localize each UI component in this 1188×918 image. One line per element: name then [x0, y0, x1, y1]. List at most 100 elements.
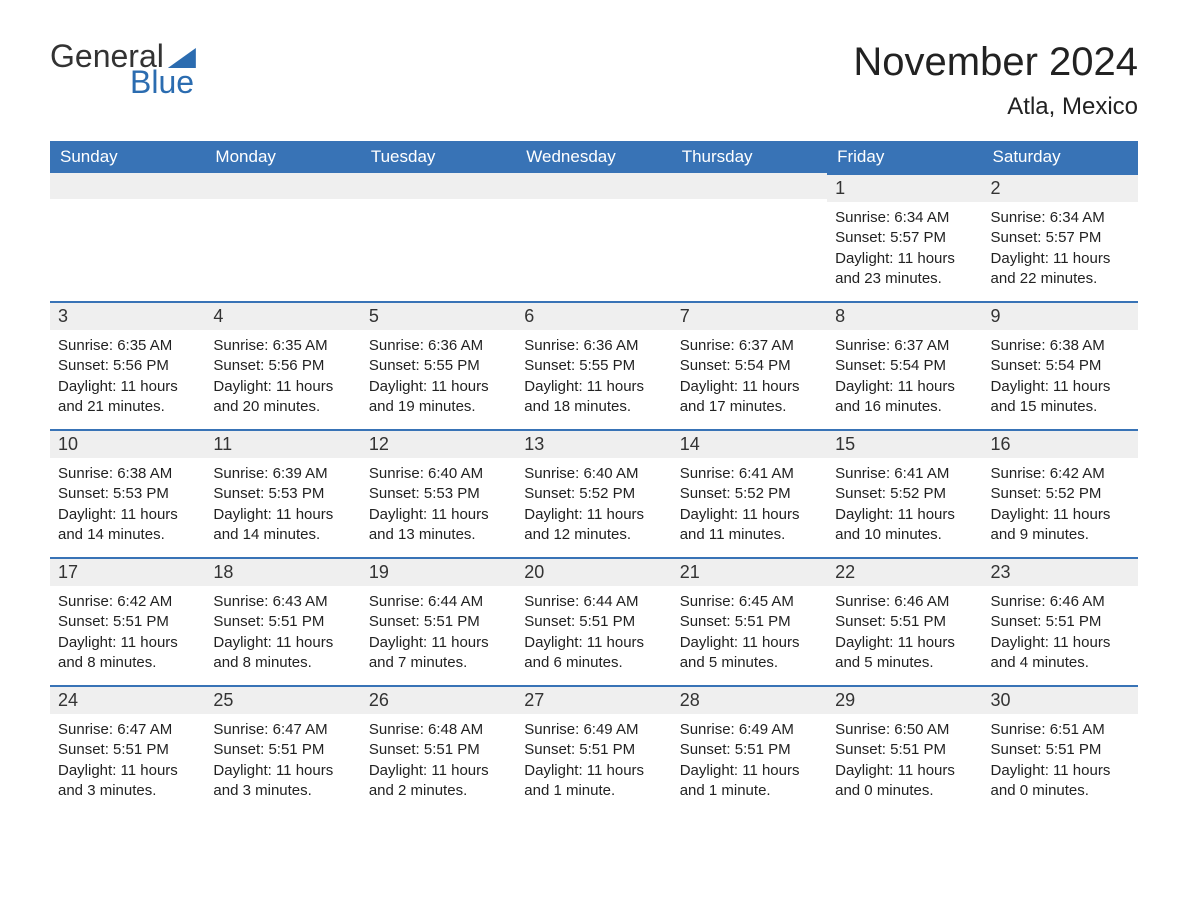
sunrise-text: Sunrise: 6:46 AM — [991, 592, 1130, 612]
day-number: 1 — [827, 173, 982, 202]
sunrise-text: Sunrise: 6:47 AM — [58, 720, 197, 740]
daylight-text: Daylight: 11 hours and 10 minutes. — [835, 505, 974, 546]
weekday-header: Sunday — [50, 141, 205, 173]
sunset-text: Sunset: 5:51 PM — [369, 612, 508, 632]
sunset-text: Sunset: 5:52 PM — [680, 484, 819, 504]
sunset-text: Sunset: 5:54 PM — [835, 356, 974, 376]
sunrise-text: Sunrise: 6:34 AM — [991, 208, 1130, 228]
sunrise-text: Sunrise: 6:35 AM — [213, 336, 352, 356]
calendar-cell: 27Sunrise: 6:49 AMSunset: 5:51 PMDayligh… — [516, 685, 671, 813]
day-details: Sunrise: 6:44 AMSunset: 5:51 PMDaylight:… — [361, 586, 516, 679]
day-details: Sunrise: 6:42 AMSunset: 5:52 PMDaylight:… — [983, 458, 1138, 551]
sunrise-text: Sunrise: 6:44 AM — [524, 592, 663, 612]
sunset-text: Sunset: 5:51 PM — [58, 612, 197, 632]
calendar-week-row: 3Sunrise: 6:35 AMSunset: 5:56 PMDaylight… — [50, 301, 1138, 429]
day-details: Sunrise: 6:44 AMSunset: 5:51 PMDaylight:… — [516, 586, 671, 679]
calendar-cell: 30Sunrise: 6:51 AMSunset: 5:51 PMDayligh… — [983, 685, 1138, 813]
sunrise-text: Sunrise: 6:51 AM — [991, 720, 1130, 740]
day-number: 25 — [205, 685, 360, 714]
sunrise-text: Sunrise: 6:34 AM — [835, 208, 974, 228]
calendar-cell — [361, 173, 516, 301]
day-details: Sunrise: 6:47 AMSunset: 5:51 PMDaylight:… — [50, 714, 205, 807]
day-details: Sunrise: 6:43 AMSunset: 5:51 PMDaylight:… — [205, 586, 360, 679]
day-number: 14 — [672, 429, 827, 458]
sunset-text: Sunset: 5:51 PM — [991, 740, 1130, 760]
sunrise-text: Sunrise: 6:37 AM — [835, 336, 974, 356]
sunset-text: Sunset: 5:54 PM — [991, 356, 1130, 376]
day-details: Sunrise: 6:40 AMSunset: 5:52 PMDaylight:… — [516, 458, 671, 551]
daylight-text: Daylight: 11 hours and 8 minutes. — [58, 633, 197, 674]
calendar-cell: 8Sunrise: 6:37 AMSunset: 5:54 PMDaylight… — [827, 301, 982, 429]
calendar-cell — [205, 173, 360, 301]
weekday-row: SundayMondayTuesdayWednesdayThursdayFrid… — [50, 141, 1138, 173]
day-number: 3 — [50, 301, 205, 330]
weekday-header: Saturday — [983, 141, 1138, 173]
daylight-text: Daylight: 11 hours and 21 minutes. — [58, 377, 197, 418]
day-details: Sunrise: 6:40 AMSunset: 5:53 PMDaylight:… — [361, 458, 516, 551]
day-number-empty — [50, 173, 205, 199]
logo-text-blue: Blue — [130, 66, 196, 98]
day-number: 27 — [516, 685, 671, 714]
daylight-text: Daylight: 11 hours and 17 minutes. — [680, 377, 819, 418]
sunset-text: Sunset: 5:51 PM — [213, 612, 352, 632]
sunrise-text: Sunrise: 6:41 AM — [835, 464, 974, 484]
day-number: 8 — [827, 301, 982, 330]
sunset-text: Sunset: 5:52 PM — [835, 484, 974, 504]
daylight-text: Daylight: 11 hours and 1 minute. — [680, 761, 819, 802]
daylight-text: Daylight: 11 hours and 18 minutes. — [524, 377, 663, 418]
daylight-text: Daylight: 11 hours and 20 minutes. — [213, 377, 352, 418]
calendar-body: 1Sunrise: 6:34 AMSunset: 5:57 PMDaylight… — [50, 173, 1138, 813]
sunset-text: Sunset: 5:51 PM — [680, 740, 819, 760]
day-number: 4 — [205, 301, 360, 330]
day-number: 11 — [205, 429, 360, 458]
calendar-cell: 1Sunrise: 6:34 AMSunset: 5:57 PMDaylight… — [827, 173, 982, 301]
sunset-text: Sunset: 5:55 PM — [369, 356, 508, 376]
day-number: 16 — [983, 429, 1138, 458]
daylight-text: Daylight: 11 hours and 3 minutes. — [58, 761, 197, 802]
sunrise-text: Sunrise: 6:40 AM — [369, 464, 508, 484]
calendar-cell: 24Sunrise: 6:47 AMSunset: 5:51 PMDayligh… — [50, 685, 205, 813]
day-details: Sunrise: 6:46 AMSunset: 5:51 PMDaylight:… — [983, 586, 1138, 679]
sunrise-text: Sunrise: 6:49 AM — [680, 720, 819, 740]
sunrise-text: Sunrise: 6:36 AM — [369, 336, 508, 356]
day-number-empty — [205, 173, 360, 199]
day-number: 10 — [50, 429, 205, 458]
sunset-text: Sunset: 5:54 PM — [680, 356, 819, 376]
day-details: Sunrise: 6:38 AMSunset: 5:54 PMDaylight:… — [983, 330, 1138, 423]
day-details: Sunrise: 6:45 AMSunset: 5:51 PMDaylight:… — [672, 586, 827, 679]
day-number: 2 — [983, 173, 1138, 202]
day-details: Sunrise: 6:34 AMSunset: 5:57 PMDaylight:… — [827, 202, 982, 295]
sunset-text: Sunset: 5:51 PM — [835, 612, 974, 632]
day-number: 9 — [983, 301, 1138, 330]
day-number-empty — [516, 173, 671, 199]
sunrise-text: Sunrise: 6:38 AM — [58, 464, 197, 484]
day-number: 30 — [983, 685, 1138, 714]
sunset-text: Sunset: 5:53 PM — [213, 484, 352, 504]
calendar-cell — [516, 173, 671, 301]
sunrise-text: Sunrise: 6:48 AM — [369, 720, 508, 740]
daylight-text: Daylight: 11 hours and 12 minutes. — [524, 505, 663, 546]
day-details: Sunrise: 6:51 AMSunset: 5:51 PMDaylight:… — [983, 714, 1138, 807]
sunrise-text: Sunrise: 6:41 AM — [680, 464, 819, 484]
day-details: Sunrise: 6:36 AMSunset: 5:55 PMDaylight:… — [516, 330, 671, 423]
day-details: Sunrise: 6:41 AMSunset: 5:52 PMDaylight:… — [672, 458, 827, 551]
daylight-text: Daylight: 11 hours and 22 minutes. — [991, 249, 1130, 290]
sunset-text: Sunset: 5:51 PM — [58, 740, 197, 760]
day-number: 22 — [827, 557, 982, 586]
daylight-text: Daylight: 11 hours and 1 minute. — [524, 761, 663, 802]
weekday-header: Wednesday — [516, 141, 671, 173]
weekday-header: Tuesday — [361, 141, 516, 173]
calendar-cell: 28Sunrise: 6:49 AMSunset: 5:51 PMDayligh… — [672, 685, 827, 813]
daylight-text: Daylight: 11 hours and 6 minutes. — [524, 633, 663, 674]
day-details: Sunrise: 6:49 AMSunset: 5:51 PMDaylight:… — [672, 714, 827, 807]
calendar-cell: 13Sunrise: 6:40 AMSunset: 5:52 PMDayligh… — [516, 429, 671, 557]
weekday-header: Friday — [827, 141, 982, 173]
daylight-text: Daylight: 11 hours and 14 minutes. — [213, 505, 352, 546]
logo-top-row: General — [50, 40, 196, 72]
daylight-text: Daylight: 11 hours and 4 minutes. — [991, 633, 1130, 674]
sunset-text: Sunset: 5:56 PM — [213, 356, 352, 376]
calendar-cell: 3Sunrise: 6:35 AMSunset: 5:56 PMDaylight… — [50, 301, 205, 429]
sunrise-text: Sunrise: 6:36 AM — [524, 336, 663, 356]
calendar-head: SundayMondayTuesdayWednesdayThursdayFrid… — [50, 141, 1138, 173]
daylight-text: Daylight: 11 hours and 15 minutes. — [991, 377, 1130, 418]
